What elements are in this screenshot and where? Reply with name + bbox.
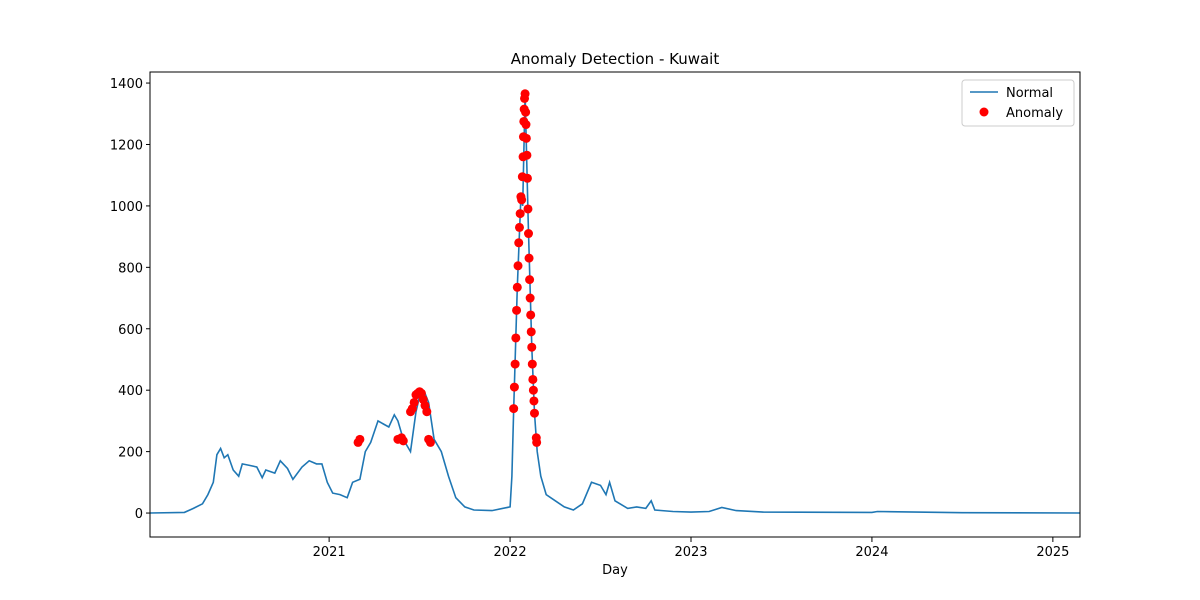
y-tick-label: 200: [118, 446, 143, 461]
x-tick-label: 2025: [1036, 545, 1069, 560]
anomaly-point: [527, 342, 537, 352]
y-tick-label: 0: [135, 507, 143, 522]
anomaly-point: [527, 359, 537, 369]
legend-marker: [979, 107, 989, 117]
anomaly-point: [522, 150, 532, 160]
anomaly-point: [524, 253, 534, 263]
anomaly-point: [528, 374, 538, 384]
line: [149, 93, 1081, 514]
anomaly-point: [529, 408, 539, 418]
legend-label: Anomaly: [1006, 106, 1063, 121]
anomaly-point: [513, 261, 523, 271]
anomaly-point: [515, 209, 525, 219]
anomaly-point: [522, 173, 532, 183]
anomaly-point: [524, 229, 534, 239]
anomaly-point: [523, 204, 533, 214]
anomaly-point: [510, 359, 520, 369]
x-tick-label: 2024: [855, 545, 888, 560]
anomaly-point: [526, 310, 536, 320]
x-tick-label: 2022: [494, 545, 527, 560]
y-tick-label: 1200: [110, 138, 143, 153]
x-tick-label: 2021: [313, 545, 346, 560]
legend-label: Normal: [1006, 86, 1053, 101]
anomaly-point: [526, 327, 536, 337]
y-tick-label: 1400: [110, 77, 143, 92]
anomaly-point: [521, 120, 531, 130]
anomaly-point: [509, 382, 519, 392]
anomaly-point: [425, 437, 435, 447]
y-tick-label: 600: [118, 323, 143, 338]
anomaly-point: [525, 293, 535, 303]
anomaly-point: [514, 222, 524, 232]
x-axis-label: Day: [602, 563, 628, 578]
anomaly-point: [525, 275, 535, 285]
anomaly-point: [521, 133, 531, 143]
anomaly-point: [512, 305, 522, 315]
anomaly-point: [398, 436, 408, 446]
anomaly-point: [509, 404, 519, 414]
anomaly-point: [512, 282, 522, 292]
anomaly-point: [422, 407, 432, 417]
anomaly-point: [511, 333, 521, 343]
anomaly-point: [355, 434, 365, 444]
chart-title: Anomaly Detection - Kuwait: [511, 50, 720, 68]
x-tick-label: 2023: [674, 545, 707, 560]
anomaly-point: [517, 195, 527, 205]
anomaly-point: [521, 107, 531, 117]
anomaly-point: [528, 385, 538, 395]
anomaly-point: [529, 396, 539, 406]
y-tick-label: 800: [118, 261, 143, 276]
anomaly-point: [532, 437, 542, 447]
y-tick-label: 400: [118, 384, 143, 399]
plot-frame: [149, 71, 1081, 538]
anomaly-point: [520, 89, 530, 99]
y-tick-label: 1000: [110, 200, 143, 215]
anomaly-point: [514, 238, 524, 248]
anomaly-point: [409, 397, 419, 407]
